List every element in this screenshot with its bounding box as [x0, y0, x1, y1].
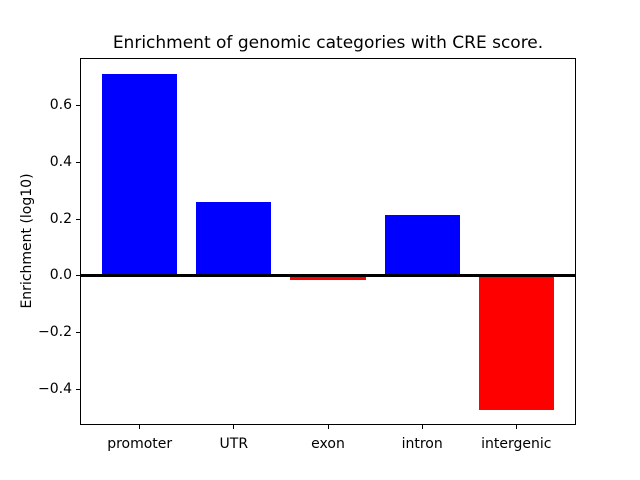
zero-line [80, 274, 576, 278]
bar-UTR [196, 202, 272, 276]
chart-title: Enrichment of genomic categories with CR… [112, 33, 544, 53]
x-tick-label-exon: exon [311, 436, 345, 452]
bar-promoter [102, 73, 178, 276]
y-tick-label: 0.6 [49, 96, 72, 113]
x-tick-label-intron: intron [401, 436, 443, 452]
x-tick-mark [515, 425, 517, 429]
y-tick-mark [76, 104, 80, 106]
y-tick-mark [76, 218, 80, 220]
y-tick-label: 0.4 [49, 153, 72, 170]
x-tick-mark [327, 425, 329, 429]
y-tick-mark [76, 332, 80, 334]
y-tick-mark [76, 389, 80, 391]
y-tick-mark [76, 275, 80, 277]
y-tick-label: 0.2 [49, 210, 72, 227]
y-axis-label: Enrichment (log10) [19, 173, 35, 309]
y-tick-mark [76, 161, 80, 163]
bar-intergenic [478, 275, 554, 410]
y-tick-label: 0.0 [49, 267, 72, 284]
plot-area [80, 58, 576, 425]
x-tick-label-intergenic: intergenic [481, 436, 552, 452]
y-tick-label: −0.2 [38, 324, 72, 341]
x-tick-mark [233, 425, 235, 429]
x-tick-label-UTR: UTR [219, 436, 249, 452]
x-tick-mark [421, 425, 423, 429]
x-tick-label-promoter: promoter [107, 436, 173, 452]
bar-intron [384, 214, 460, 276]
x-tick-mark [139, 425, 141, 429]
bar-exon [290, 275, 366, 281]
y-tick-label: −0.4 [38, 381, 72, 398]
